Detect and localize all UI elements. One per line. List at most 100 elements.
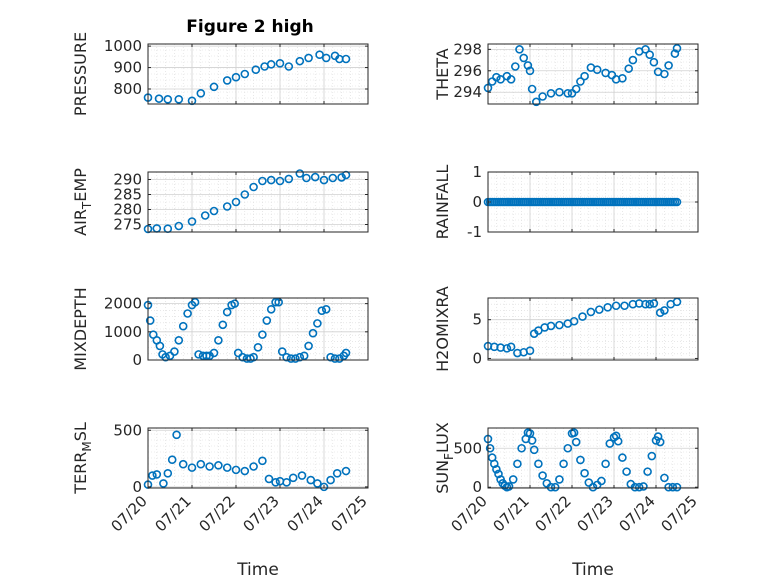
data-point (178, 321, 188, 331)
data-point (538, 471, 547, 480)
data-point (155, 341, 165, 351)
x-axis-label: Time (236, 560, 279, 580)
axes-box (147, 171, 369, 233)
data-point (209, 82, 219, 92)
data-point (569, 428, 579, 437)
y-tick-label: 0 (472, 349, 482, 367)
data-point (238, 352, 247, 362)
axes-box (147, 427, 369, 489)
data-point (576, 77, 585, 86)
data-point (563, 88, 573, 98)
data-point (222, 76, 232, 85)
data-point (492, 464, 501, 474)
data-point (546, 482, 556, 492)
data-point (670, 49, 680, 58)
x-tick-label: 07/21 (152, 492, 195, 535)
x-tick-label: 07/23 (574, 492, 617, 535)
data-point (668, 482, 678, 492)
data-point (515, 45, 524, 54)
data-point (190, 297, 200, 307)
data-point (660, 473, 669, 483)
data-point (163, 94, 173, 104)
data-point (222, 463, 232, 472)
data-point (231, 72, 241, 82)
data-point (639, 482, 648, 491)
data-point (258, 176, 267, 186)
y-tick-label: 294 (453, 83, 482, 101)
data-point (274, 297, 283, 307)
data-point (209, 206, 219, 216)
data-point (341, 466, 351, 476)
data-point (672, 43, 682, 53)
subplot-second-right: -1 0 1 RAINFALL (433, 163, 699, 241)
y-tick-label: 285 (113, 186, 142, 204)
data-point (148, 471, 157, 480)
data-point (624, 64, 634, 73)
data-point (299, 351, 309, 361)
data-point (214, 335, 223, 345)
x-tick-label: 07/21 (490, 492, 533, 535)
data-point (523, 61, 533, 70)
data-point (319, 482, 329, 492)
y-tick-label: 1 (472, 163, 482, 181)
data-point (664, 61, 673, 70)
data-point (513, 459, 522, 469)
data-point (555, 87, 564, 97)
y-tick-label: 0 (132, 478, 142, 496)
y-tick-label: 275 (113, 216, 142, 234)
data-point (222, 307, 232, 317)
data-point (218, 320, 228, 330)
y-tick-label: 500 (453, 439, 482, 457)
data-point (500, 481, 510, 490)
data-point (266, 60, 276, 69)
data-point (308, 328, 318, 338)
data-point (341, 348, 351, 358)
data-point (655, 308, 665, 318)
data-point (641, 299, 650, 309)
data-point (534, 459, 543, 469)
data-point (506, 75, 516, 84)
y-axis-label: SUNFLUX (433, 422, 456, 494)
axes-box (487, 427, 699, 489)
axes-box (487, 297, 699, 361)
data-point (262, 316, 272, 325)
data-point (330, 354, 340, 363)
minor-grid (148, 172, 368, 232)
x-tick-label: 07/23 (240, 492, 283, 535)
data-point (174, 221, 184, 231)
data-point (231, 465, 241, 475)
y-axis-label: AIRTEMP (71, 168, 94, 236)
data-point (202, 351, 211, 361)
data-point (672, 482, 682, 492)
data-point (178, 459, 188, 469)
data-point (328, 173, 338, 183)
data-point (174, 335, 184, 345)
data-point (592, 65, 602, 75)
data-point (559, 459, 568, 469)
data-point (154, 94, 164, 103)
data-point (240, 69, 250, 79)
data-point (584, 478, 594, 487)
data-point (194, 350, 203, 359)
data-point (315, 50, 324, 60)
data-point (200, 211, 210, 220)
data-point (209, 348, 219, 358)
x-tick-label: 07/22 (532, 492, 575, 535)
data-point (527, 84, 537, 94)
data-point (196, 88, 206, 98)
data-point (672, 197, 682, 207)
data-point (605, 439, 615, 448)
data-point (555, 475, 564, 484)
data-point (222, 202, 232, 211)
data-point (240, 466, 250, 476)
y-tick-label: 0 (472, 193, 482, 211)
data-point (161, 352, 170, 362)
x-tick-label: 07/25 (328, 492, 371, 535)
data-series (483, 43, 682, 107)
y-tick-label: 298 (453, 40, 482, 58)
data-point (183, 309, 192, 318)
data-point (174, 94, 184, 104)
y-tick-label: 296 (453, 62, 482, 80)
